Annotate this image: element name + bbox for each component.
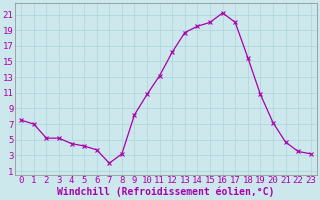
X-axis label: Windchill (Refroidissement éolien,°C): Windchill (Refroidissement éolien,°C) [57, 187, 275, 197]
